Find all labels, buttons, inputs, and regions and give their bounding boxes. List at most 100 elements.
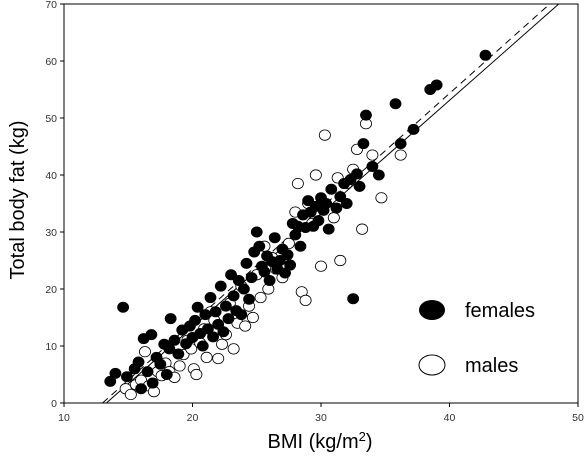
female-data-point bbox=[235, 309, 248, 321]
female-data-point bbox=[109, 367, 122, 379]
female-data-point bbox=[232, 274, 245, 286]
male-data-point bbox=[299, 294, 312, 306]
female-data-point bbox=[407, 123, 420, 135]
male-data-point bbox=[173, 360, 186, 372]
female-data-point bbox=[199, 309, 212, 321]
male-data-point bbox=[366, 149, 379, 161]
y-axis-label: Total body fat (kg) bbox=[7, 121, 29, 280]
male-data-point bbox=[334, 254, 347, 267]
legend-females-marker bbox=[419, 300, 445, 320]
x-tick-label: 40 bbox=[444, 412, 456, 424]
female-data-point bbox=[302, 195, 315, 207]
female-data-point bbox=[360, 109, 372, 121]
x-axis-label: BMI (kg/m2) bbox=[267, 429, 372, 454]
female-data-point bbox=[479, 49, 492, 61]
legend: females males bbox=[418, 300, 535, 377]
male-data-point bbox=[291, 177, 304, 190]
male-data-point bbox=[200, 351, 213, 363]
male-data-point bbox=[318, 129, 331, 141]
female-data-point bbox=[225, 269, 237, 281]
female-data-point bbox=[132, 356, 145, 368]
female-data-point bbox=[279, 267, 291, 279]
male-data-point bbox=[314, 260, 327, 272]
female-data-point bbox=[389, 98, 402, 110]
female-data-point bbox=[146, 377, 159, 389]
female-data-point bbox=[237, 283, 250, 295]
female-data-point bbox=[372, 169, 385, 181]
y-tick-label: 60 bbox=[45, 56, 57, 68]
male-data-point bbox=[309, 169, 322, 181]
male-data-point bbox=[138, 346, 151, 358]
female-data-point bbox=[240, 257, 253, 269]
female-data-point bbox=[207, 331, 219, 343]
female-data-point bbox=[351, 168, 363, 180]
female-data-point bbox=[357, 138, 370, 150]
female-data-point bbox=[160, 368, 173, 380]
female-data-point bbox=[168, 334, 181, 346]
y-tick-label: 50 bbox=[45, 113, 57, 125]
y-tick-label: 10 bbox=[45, 341, 57, 353]
female-data-point bbox=[220, 300, 232, 312]
x-tick-label: 30 bbox=[315, 412, 327, 424]
female-data-point bbox=[366, 160, 379, 172]
male-data-point bbox=[190, 368, 203, 381]
female-data-point bbox=[117, 301, 130, 313]
regression-line-solid bbox=[106, 4, 560, 403]
female-data-point bbox=[281, 249, 294, 261]
y-tick-label: 20 bbox=[45, 284, 57, 296]
male-data-point bbox=[375, 192, 388, 204]
female-data-point bbox=[253, 240, 266, 252]
x-tick-label: 10 bbox=[58, 412, 70, 424]
female-data-point bbox=[121, 371, 133, 383]
female-data-point bbox=[154, 358, 167, 370]
female-data-point bbox=[202, 323, 214, 335]
female-data-point bbox=[340, 198, 353, 210]
female-data-point bbox=[135, 383, 147, 395]
female-data-point bbox=[196, 340, 209, 352]
male-data-point bbox=[356, 223, 369, 235]
male-data-point bbox=[124, 388, 137, 401]
legend-females-label: females bbox=[465, 300, 535, 322]
female-data-point bbox=[189, 314, 201, 326]
male-data-point bbox=[246, 311, 259, 324]
legend-males-label: males bbox=[465, 355, 518, 377]
female-data-point bbox=[245, 272, 258, 284]
legend-males-marker bbox=[418, 354, 446, 376]
y-tick-label: 0 bbox=[51, 398, 57, 410]
female-data-point bbox=[258, 266, 271, 278]
female-data-point bbox=[191, 301, 204, 313]
female-data-point bbox=[172, 348, 185, 360]
female-data-point bbox=[141, 366, 154, 378]
y-tick-label: 40 bbox=[45, 170, 57, 182]
female-data-point bbox=[347, 293, 360, 305]
male-data-point bbox=[212, 352, 225, 365]
female-data-point bbox=[325, 183, 338, 195]
female-data-point bbox=[394, 138, 407, 150]
female-data-point bbox=[353, 180, 366, 192]
female-data-point bbox=[273, 255, 286, 267]
female-data-point bbox=[217, 326, 230, 338]
male-data-point bbox=[227, 343, 240, 355]
female-data-point bbox=[320, 198, 333, 210]
female-data-point bbox=[214, 280, 227, 292]
female-data-point bbox=[322, 223, 335, 235]
female-data-point bbox=[312, 215, 325, 227]
female-data-point bbox=[284, 259, 297, 271]
male-data-point bbox=[254, 291, 267, 304]
male-data-point bbox=[239, 320, 252, 332]
female-data-point bbox=[209, 306, 222, 318]
male-data-point bbox=[216, 338, 229, 350]
y-tick-label: 30 bbox=[45, 227, 57, 239]
female-data-point bbox=[104, 375, 117, 387]
female-data-point bbox=[263, 274, 276, 286]
y-tick-label: 70 bbox=[45, 0, 57, 11]
female-data-point bbox=[430, 79, 443, 91]
female-data-point bbox=[164, 313, 177, 325]
female-data-point bbox=[145, 329, 158, 341]
female-data-point bbox=[268, 232, 281, 244]
x-tick-label: 50 bbox=[572, 412, 584, 424]
female-data-point bbox=[227, 290, 240, 302]
male-data-point bbox=[327, 212, 340, 224]
